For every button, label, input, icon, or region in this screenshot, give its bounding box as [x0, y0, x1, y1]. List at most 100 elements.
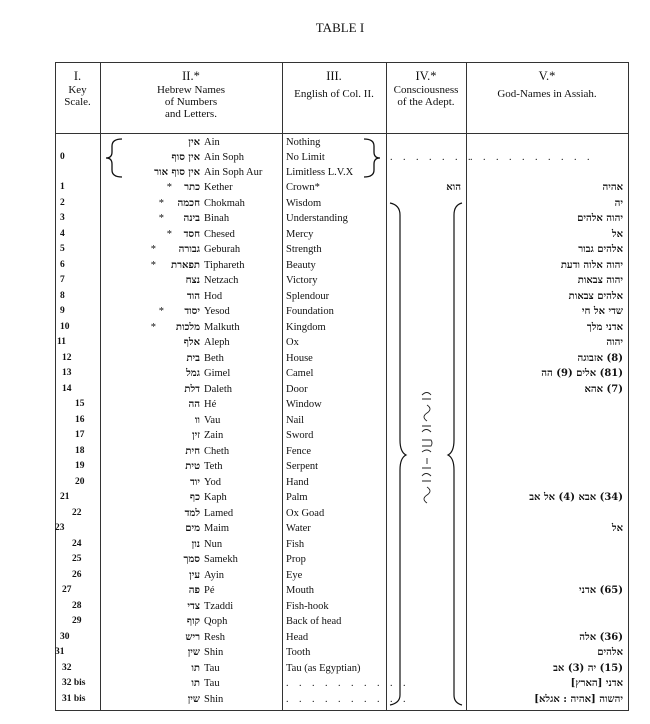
english: House [286, 352, 313, 364]
key-scale-number: 4 [60, 228, 65, 239]
transliteration: Ain Soph [204, 152, 244, 163]
left-brace-icon [105, 138, 123, 178]
key-scale-number: 0 [60, 152, 65, 162]
asterisk-marker: * [150, 259, 156, 271]
english: Kingdom [286, 321, 326, 333]
asterisk-marker: * [150, 321, 156, 333]
col5-dots: . . . . . . . . . . [470, 152, 594, 163]
english: Nothing [286, 137, 321, 148]
key-scale-number: 22 [72, 507, 82, 518]
hebrew-name: אלף [183, 337, 200, 348]
column-divider [282, 62, 283, 711]
hebrew-name: חית [185, 445, 200, 457]
transliteration: Ayin [204, 569, 225, 581]
english: Fence [286, 445, 312, 457]
english: Eye [286, 569, 303, 581]
key-scale-number: 25 [72, 554, 82, 564]
hebrew-name: טית [185, 461, 200, 472]
god-name: יהוה אלהים [577, 213, 623, 224]
key-scale-number: 7 [60, 275, 65, 285]
english: Prop [286, 554, 306, 565]
transliteration: Hod [204, 290, 223, 302]
asterisk-marker: * [158, 306, 164, 317]
transliteration: Teth [204, 461, 223, 472]
hebrew-name: עין [189, 569, 200, 581]
key-scale-number: 18 [75, 445, 85, 456]
column-divider [386, 62, 387, 711]
english: . . . . . . . . . . [286, 693, 410, 705]
key-scale-number: 32 [62, 662, 72, 673]
god-name: אהיה [602, 182, 623, 193]
key-scale-number: 26 [72, 569, 82, 580]
key-scale-number: 12 [62, 352, 72, 363]
asterisk-marker: * [150, 244, 156, 255]
english: Tooth [286, 647, 311, 658]
key-scale-number: 10 [60, 321, 70, 332]
hebrew-name: דלת [184, 383, 200, 395]
english: Camel [286, 368, 314, 379]
transliteration: Kether [204, 182, 233, 193]
header-label: Hebrew Names of Numbers and Letters. [156, 84, 226, 120]
transliteration: Binah [204, 213, 230, 224]
hebrew-name: חכמה [177, 197, 201, 209]
key-scale-number: 1 [60, 182, 65, 192]
hebrew-name: גמל [186, 368, 200, 379]
english: Mercy [286, 228, 314, 240]
key-scale-number: 5 [60, 244, 65, 254]
god-name: אל [611, 523, 623, 534]
english: Tau (as Egyptian) [286, 662, 361, 674]
english: Back of head [286, 616, 342, 627]
key-scale-number: 29 [72, 616, 82, 626]
god-name: (8) אזבוגה [577, 352, 623, 364]
english: Ox [286, 337, 299, 348]
hebrew-name: אין סוף אור [154, 167, 200, 178]
asterisk-marker: * [166, 182, 172, 193]
hebrew-name: מים [185, 523, 200, 534]
transliteration: Beth [204, 352, 224, 364]
hebrew-name: גבורה [178, 244, 200, 255]
header-col-3: III. English of Col. II. [282, 70, 386, 100]
god-name: שדי אל חי [581, 306, 623, 317]
transliteration: Nun [204, 538, 223, 550]
transliteration: Resh [204, 631, 225, 643]
english: Victory [286, 275, 318, 286]
hebrew-name: תפארת [171, 259, 200, 271]
english: Beauty [286, 259, 316, 271]
transliteration: Chokmah [204, 197, 245, 209]
english: Understanding [286, 213, 348, 224]
key-scale-number: 2 [60, 197, 65, 208]
english: Wisdom [286, 197, 322, 209]
header-label: God-Names in Assiah. [497, 88, 597, 100]
header-col-2: II.* Hebrew Names of Numbers and Letters… [100, 70, 282, 120]
hebrew-name: יוד [190, 476, 200, 488]
key-scale-number: 30 [60, 631, 70, 642]
transliteration: Cheth [204, 445, 230, 457]
key-scale-number: 3 [60, 213, 65, 223]
hebrew-name: תו [191, 678, 200, 689]
key-scale-number: 31 [55, 647, 65, 657]
transliteration: Shin [204, 647, 224, 658]
god-name: אל [611, 228, 623, 240]
hebrew-name: וו [194, 414, 200, 426]
english: Splendour [286, 290, 330, 302]
transliteration: Tau [204, 678, 220, 689]
hebrew-name: כף [189, 492, 200, 503]
god-name: יהוה [606, 337, 623, 348]
key-scale-number: 14 [62, 383, 72, 394]
transliteration: Daleth [204, 383, 232, 395]
column-divider [100, 62, 101, 711]
transliteration: Shin [204, 693, 224, 705]
hebrew-name: מלכות [175, 321, 200, 333]
key-scale-number: 6 [60, 259, 65, 270]
god-name: (81) אלים (9) הה [541, 368, 623, 379]
key-scale-number: 31 bis [62, 693, 86, 704]
transliteration: Aleph [204, 337, 230, 348]
english: Strength [286, 244, 322, 255]
hebrew-name: תו [191, 662, 200, 674]
english: Serpent [286, 461, 319, 472]
header-number: III. [326, 69, 342, 83]
god-name: (34) אבא (4) אל אב [529, 492, 623, 503]
english: . . . . . . . . . . [286, 678, 410, 689]
english: Hand [286, 476, 309, 488]
